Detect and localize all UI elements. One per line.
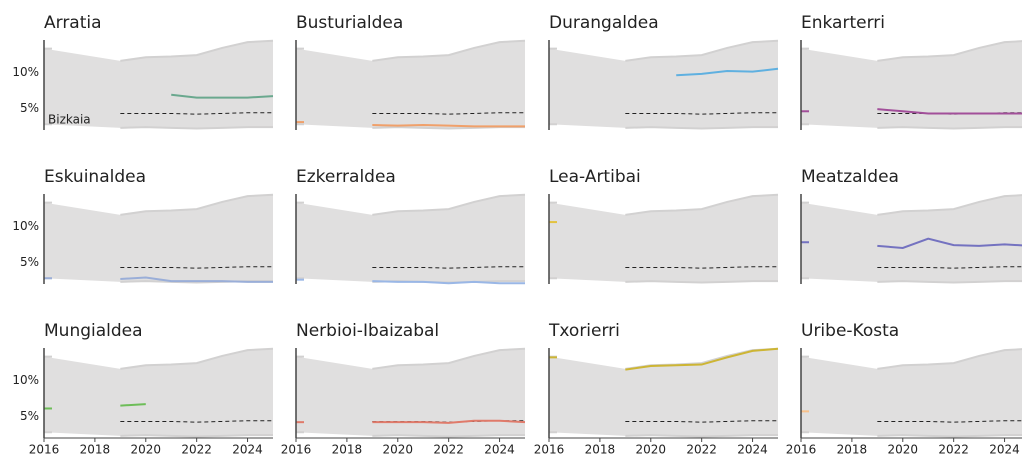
- band-edge: [625, 193, 779, 216]
- x-tick-label: 2020: [383, 443, 414, 457]
- panel-title: Eskuinaldea: [44, 167, 146, 187]
- band-edge: [120, 347, 274, 370]
- band-edge: [877, 40, 1022, 62]
- range-band: [296, 40, 525, 129]
- x-tick-label: 2016: [29, 443, 60, 457]
- x-tick-label: 2024: [989, 443, 1020, 457]
- range-band: [44, 40, 273, 129]
- band-edge: [625, 126, 778, 130]
- reference-line: [120, 112, 273, 115]
- band-edge: [120, 126, 273, 130]
- band-edge: [372, 434, 525, 438]
- x-tick-label: 2022: [433, 443, 464, 457]
- reference-label: Bizkaia: [48, 113, 91, 127]
- range-band: [549, 194, 778, 283]
- x-tick-label: 2022: [686, 443, 717, 457]
- range-band: [801, 349, 1022, 437]
- series-line: [372, 123, 525, 128]
- reference-line: [877, 266, 1022, 269]
- series-line: [372, 419, 526, 424]
- range-band: [44, 348, 273, 437]
- x-tick-label: 2024: [484, 443, 515, 457]
- panel-title: Mungialdea: [44, 321, 143, 341]
- band-edge: [877, 280, 1022, 284]
- band-edge: [625, 39, 779, 62]
- band-edge: [372, 347, 526, 370]
- panel-title: Durangaldea: [549, 13, 659, 33]
- band-edge: [372, 193, 526, 216]
- series-line: [372, 280, 525, 285]
- x-tick-label: 2018: [80, 443, 111, 457]
- reference-line: [877, 420, 1022, 423]
- range-band: [296, 348, 525, 437]
- band-edge: [877, 194, 1022, 216]
- band-edge: [120, 193, 274, 216]
- band-edge: [120, 39, 274, 62]
- band-edge: [625, 280, 778, 284]
- band-edge: [877, 348, 1022, 370]
- band-edge: [372, 39, 526, 62]
- x-tick-label: 2024: [232, 443, 263, 457]
- x-tick-label: 2020: [888, 443, 919, 457]
- y-tick-label: 10%: [12, 373, 39, 387]
- x-tick-label: 2020: [636, 443, 667, 457]
- band-edge: [877, 434, 1022, 438]
- series-line: [877, 237, 1022, 250]
- panel-title: Txorierri: [548, 321, 620, 341]
- x-tick-label: 2024: [737, 443, 768, 457]
- range-band: [296, 194, 525, 283]
- y-tick-label: 5%: [20, 255, 39, 269]
- panel-title: Uribe-Kosta: [801, 321, 899, 341]
- range-band: [801, 195, 1022, 283]
- x-tick-label: 2016: [281, 443, 312, 457]
- series-line: [877, 108, 1022, 115]
- series-line: [171, 93, 274, 99]
- reference-line: [625, 112, 778, 115]
- x-tick-label: 2018: [837, 443, 868, 457]
- series-line: [120, 276, 273, 283]
- reference-line: [372, 112, 525, 115]
- panel-title: Ezkerraldea: [296, 167, 396, 187]
- y-tick-label: 5%: [20, 409, 39, 423]
- x-tick-label: 2016: [786, 443, 817, 457]
- y-tick-label: 5%: [20, 101, 39, 115]
- series-line: [625, 347, 779, 371]
- band-edge: [625, 434, 778, 438]
- band-edge: [120, 434, 273, 438]
- range-band: [549, 348, 778, 437]
- x-tick-label: 2020: [131, 443, 162, 457]
- x-tick-label: 2018: [332, 443, 363, 457]
- panel-title: Nerbioi-Ibaizabal: [296, 321, 439, 341]
- range-band: [44, 194, 273, 283]
- reference-line: [372, 266, 525, 269]
- range-band: [801, 41, 1022, 129]
- y-tick-label: 10%: [12, 219, 39, 233]
- series-line: [676, 67, 779, 77]
- reference-line: [120, 420, 273, 423]
- x-tick-label: 2022: [938, 443, 969, 457]
- panel-title: Arratia: [44, 13, 102, 33]
- panel-title: Lea-Artibai: [549, 167, 641, 187]
- panel-title: Busturialdea: [296, 13, 403, 33]
- reference-line: [625, 266, 778, 269]
- x-tick-label: 2016: [534, 443, 565, 457]
- range-band: [549, 40, 778, 129]
- x-tick-label: 2018: [585, 443, 616, 457]
- series-line: [120, 403, 146, 407]
- reference-line: [625, 420, 778, 423]
- reference-line: [120, 266, 273, 269]
- x-tick-label: 2022: [181, 443, 212, 457]
- panel-title: Meatzaldea: [801, 167, 899, 187]
- y-tick-label: 10%: [12, 65, 39, 79]
- panel-title: Enkarterri: [801, 13, 885, 33]
- band-edge: [877, 126, 1022, 130]
